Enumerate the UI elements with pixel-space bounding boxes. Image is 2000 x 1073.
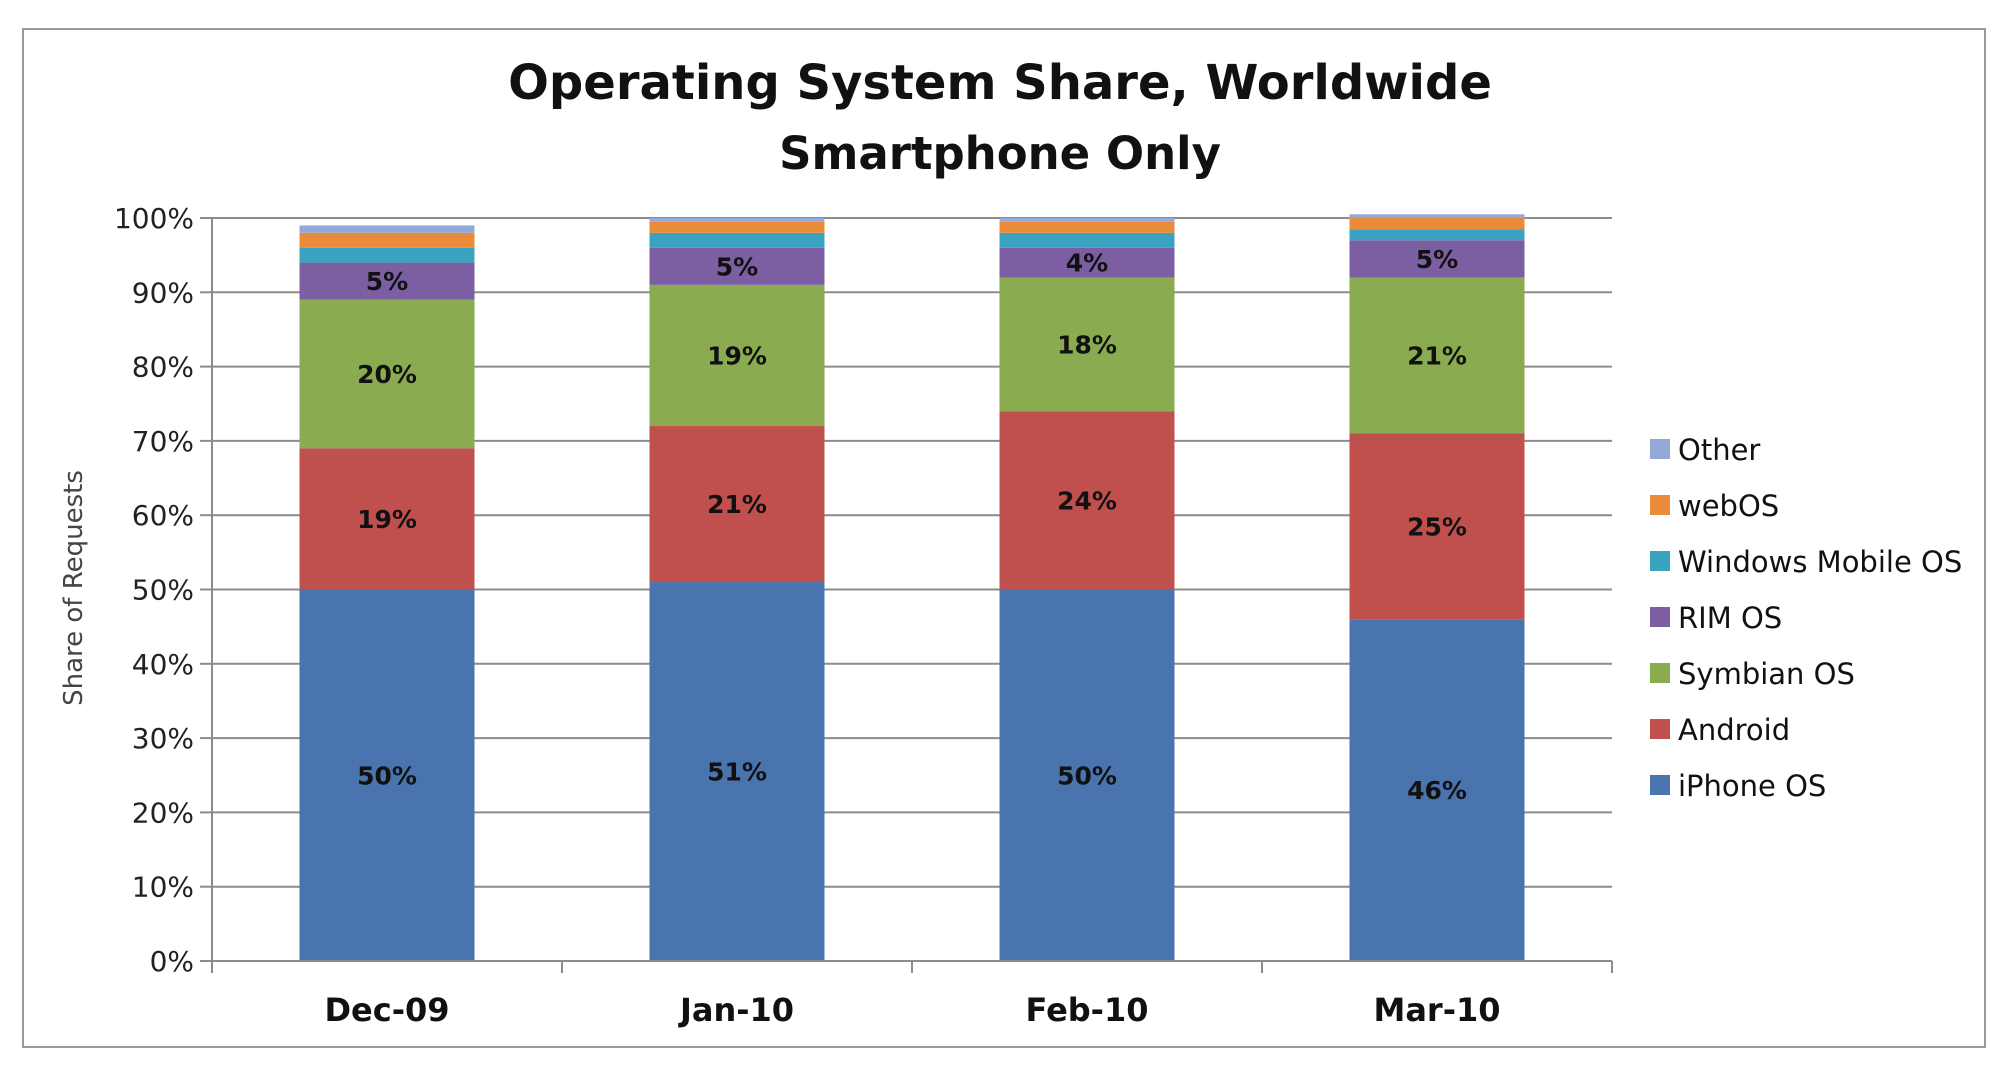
data-label: 4% [1066, 249, 1108, 278]
legend-label: Android [1678, 713, 1790, 747]
legend-swatch [1650, 439, 1670, 459]
y-tick-label: 80% [132, 351, 194, 384]
chart-title: Operating System Share, Worldwide [508, 55, 1492, 111]
legend-label: Other [1678, 433, 1760, 467]
legend-label: webOS [1678, 489, 1779, 523]
chart-subtitle: Smartphone Only [779, 127, 1221, 180]
data-label: 5% [716, 252, 758, 281]
bar-segment-webos [299, 232, 475, 248]
y-tick-label: 60% [132, 499, 194, 532]
y-tick-label: 50% [132, 574, 194, 607]
data-label: 5% [366, 267, 408, 296]
bar-segment-windows-mobile-os [1349, 229, 1525, 241]
data-label: 19% [357, 505, 417, 534]
bar-segment-iphone-os [299, 589, 475, 961]
bar-segment-other [649, 218, 825, 222]
data-label: 24% [1057, 486, 1117, 515]
axis-layer: 0% 10% 20% 30% 40% 50% 60% 70% 80% 90% 100% Dec-09 J… [114, 202, 1613, 1029]
legend-label: RIM OS [1678, 601, 1782, 635]
bar-segment-android [649, 426, 825, 583]
y-tick-label: 90% [132, 276, 194, 309]
x-tick-label: Jan-10 [678, 991, 794, 1029]
legend-swatch [1650, 495, 1670, 515]
legend-layer: Other webOS Windows Mobile OS RIM OS Symbian… [1650, 433, 1962, 803]
legend-swatch [1650, 607, 1670, 627]
bar-segment-webos [999, 221, 1175, 233]
bar-segment-rim-os [999, 247, 1175, 278]
x-tick-label: Dec-09 [324, 991, 449, 1029]
bar-segment-webos [1349, 218, 1525, 230]
bar-segment-rim-os [1349, 240, 1525, 278]
bar-segment-iphone-os [649, 582, 825, 961]
data-label: 21% [1407, 341, 1467, 370]
bar-segment-iphone-os [999, 589, 1175, 961]
data-label: 50% [357, 761, 417, 790]
x-tick-label: Mar-10 [1373, 991, 1500, 1029]
bar-segment-windows-mobile-os [299, 247, 475, 263]
bar-segment-other [299, 225, 475, 233]
bar-segment-symbian-os [299, 299, 475, 449]
bar-segment-other [999, 218, 1175, 222]
bars-layer [299, 214, 1525, 961]
bar-segment-windows-mobile-os [649, 232, 825, 248]
y-tick-label: 20% [132, 796, 194, 829]
data-label: 5% [1416, 245, 1458, 274]
data-label: 46% [1407, 776, 1467, 805]
labels-layer: 50% 19% 20% 5% 51% 21% 19% 5% 50% 24% 18% 4% 46% 25% 2… [357, 245, 1467, 805]
data-label: 18% [1057, 330, 1117, 359]
bar-segment-webos [649, 221, 825, 233]
bar-segment-rim-os [649, 247, 825, 285]
bar-segment-windows-mobile-os [999, 232, 1175, 248]
data-label: 25% [1407, 512, 1467, 541]
data-label: 50% [1057, 761, 1117, 790]
bar-segment-symbian-os [1349, 277, 1525, 434]
bar-segment-android [999, 411, 1175, 590]
legend-label: Windows Mobile OS [1678, 545, 1962, 579]
legend-label: iPhone OS [1678, 769, 1826, 803]
legend-swatch [1650, 775, 1670, 795]
bar-segment-android [299, 448, 475, 590]
data-label: 51% [707, 758, 767, 787]
y-tick-label: 100% [114, 202, 194, 235]
data-label: 19% [707, 341, 767, 370]
y-tick-label: 40% [132, 648, 194, 681]
y-tick-label: 0% [150, 945, 194, 978]
y-axis-label: Share of Requests [59, 470, 89, 706]
bar-segment-rim-os [299, 262, 475, 300]
y-tick-label: 30% [132, 722, 194, 755]
data-label: 20% [357, 360, 417, 389]
legend-label: Symbian OS [1678, 657, 1855, 691]
data-label: 21% [707, 490, 767, 519]
y-tick-label: 10% [132, 871, 194, 904]
legend-swatch [1650, 663, 1670, 683]
bar-segment-iphone-os [1349, 619, 1525, 961]
bar-segment-android [1349, 433, 1525, 620]
bar-segment-other [1349, 214, 1525, 218]
legend-swatch [1650, 719, 1670, 739]
bar-segment-symbian-os [649, 284, 825, 427]
bar-segment-symbian-os [999, 277, 1175, 412]
y-tick-label: 70% [132, 425, 194, 458]
x-tick-label: Feb-10 [1026, 991, 1149, 1029]
legend-swatch [1650, 551, 1670, 571]
